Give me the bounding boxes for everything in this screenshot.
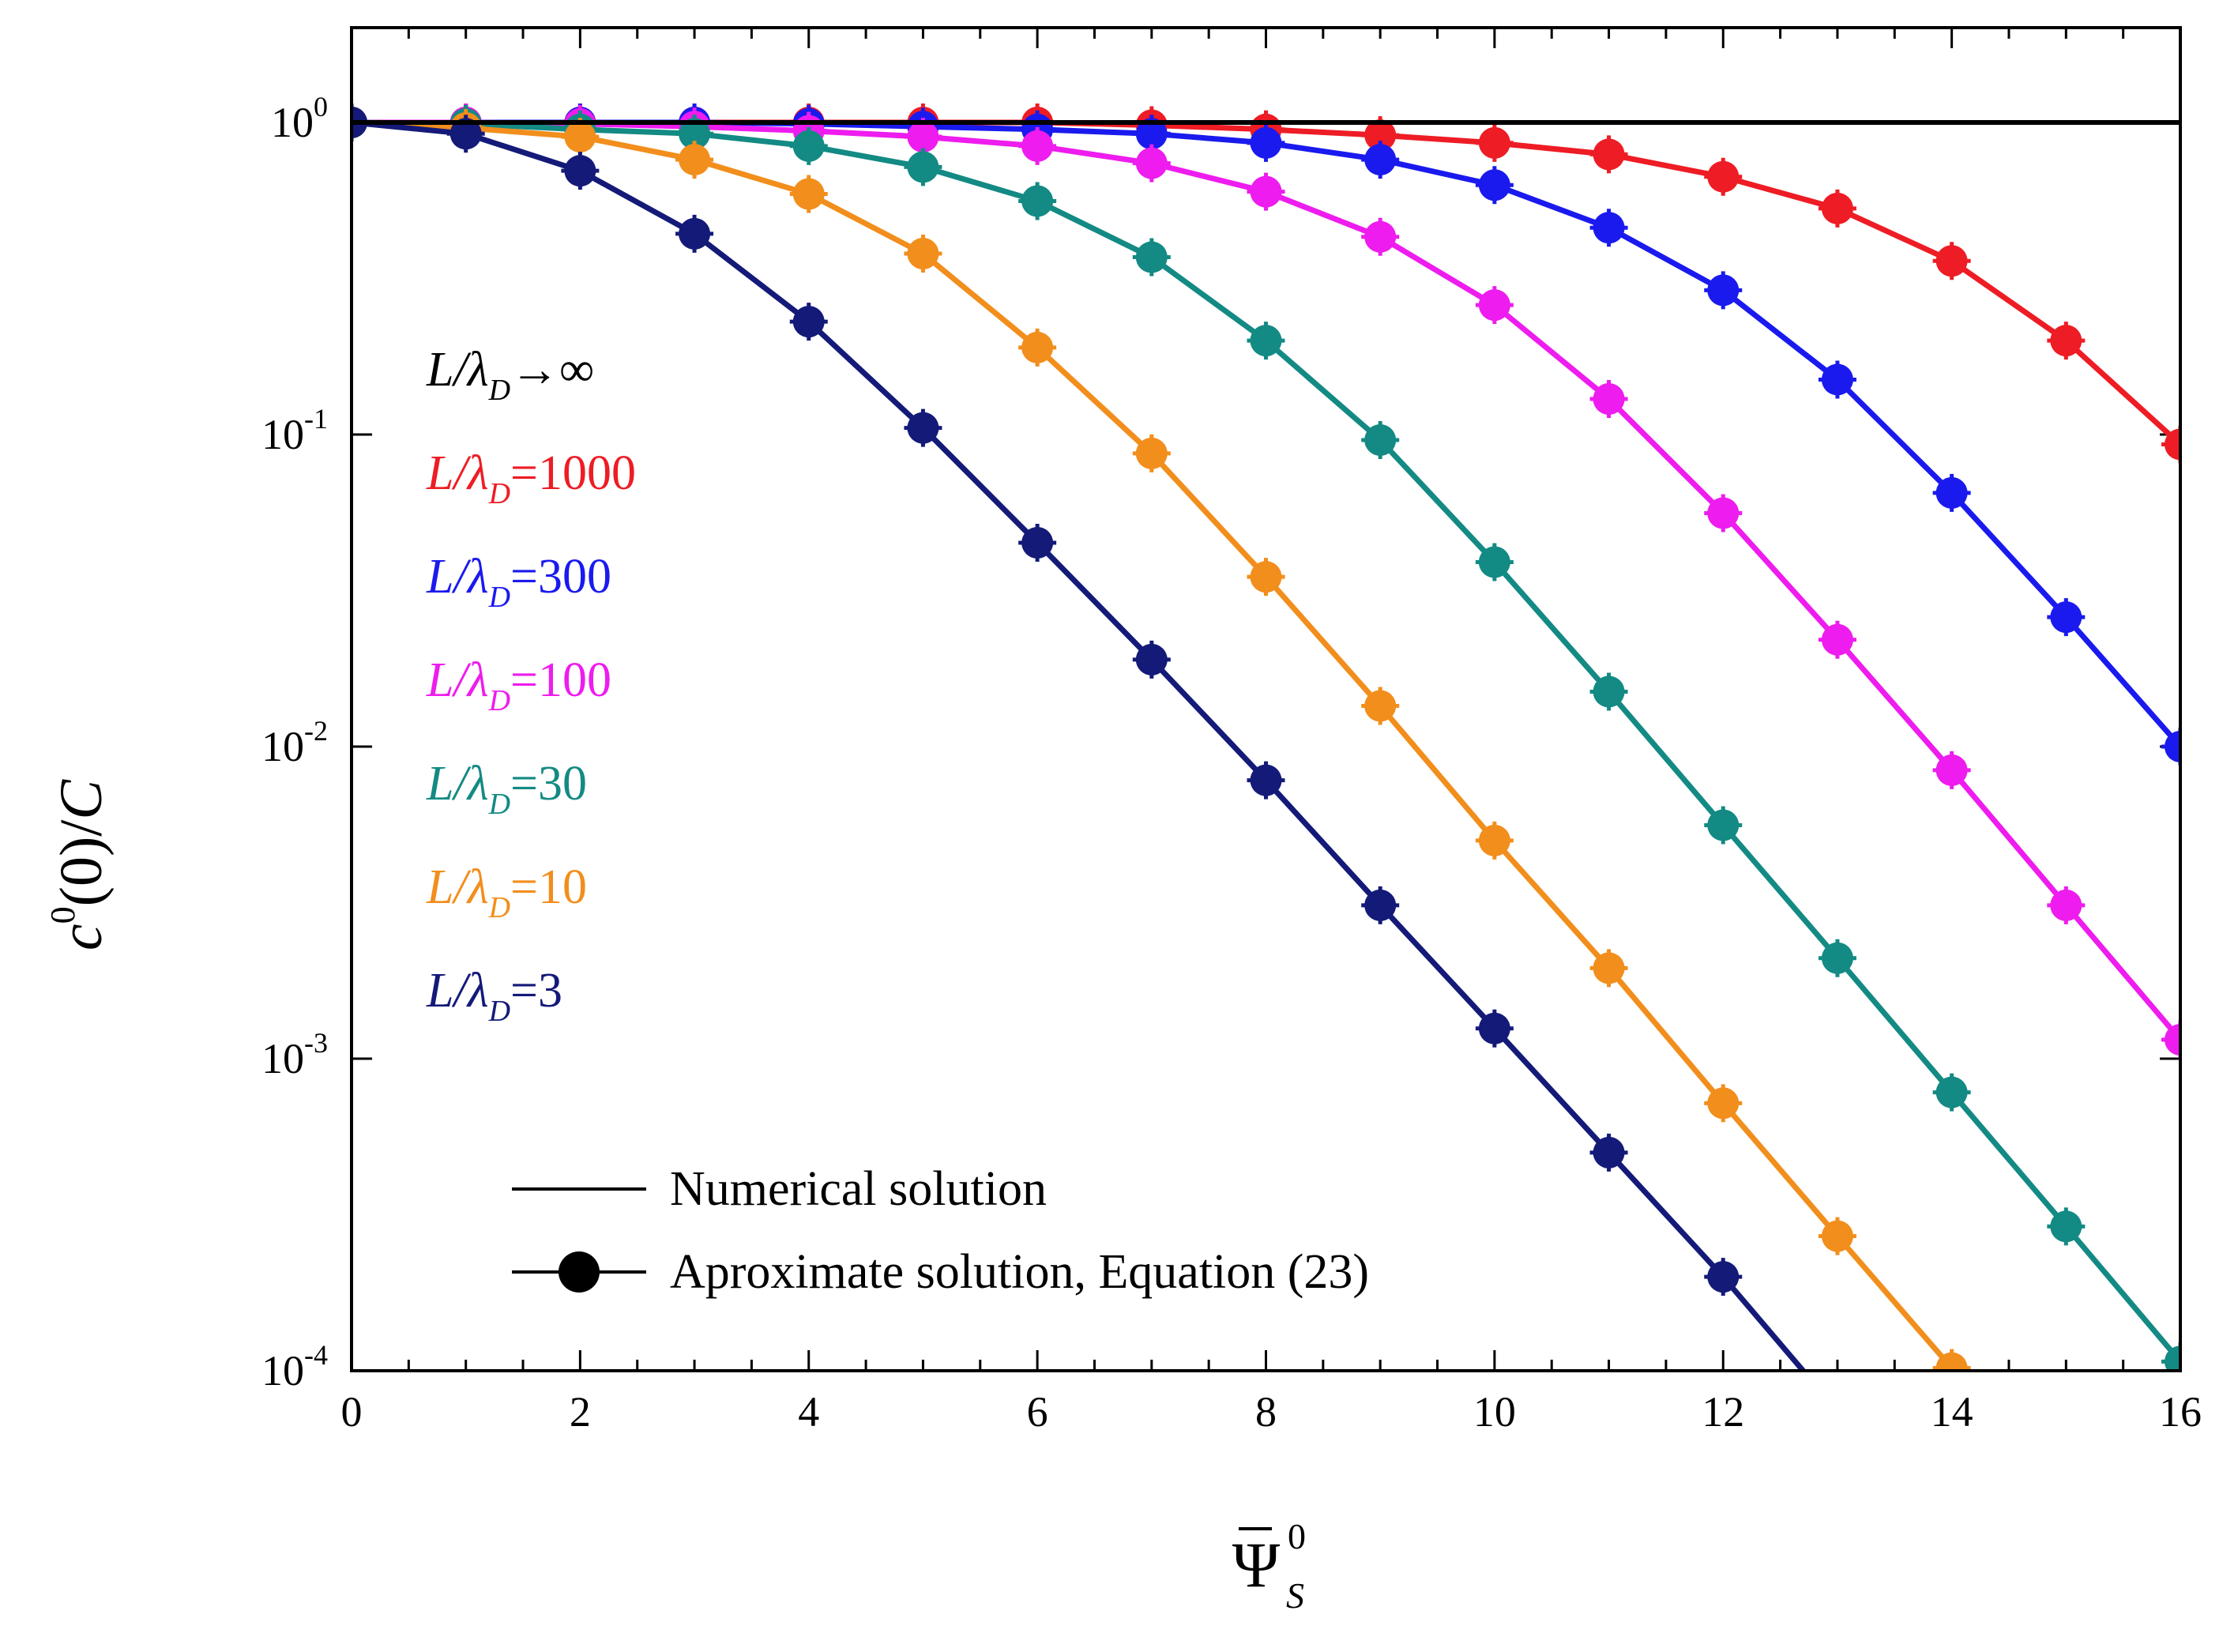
series-label: L/λD=30: [426, 757, 587, 821]
series-line: [352, 119, 2180, 447]
axis-ticks: [350, 28, 2182, 1372]
series-line: [352, 119, 2180, 1364]
data-point: [2165, 1345, 2180, 1371]
series-l-d-30: [352, 103, 2180, 1371]
y-tick-label: 10-1: [261, 403, 328, 458]
legend-approximate-label: Aproximate solution, Equation (23): [670, 1245, 1369, 1299]
series-label: L/λD=1000: [426, 446, 636, 510]
y-tick-label: 100: [271, 91, 328, 146]
y-tick-label: 10-4: [261, 1339, 328, 1394]
y-tick-label: 10-3: [261, 1027, 328, 1082]
legend-numerical-label: Numerical solution: [670, 1162, 1047, 1216]
series-label: L/λD=300: [426, 550, 611, 614]
series-label: L/λD=10: [426, 860, 587, 924]
series-l-d-3: [352, 103, 1806, 1371]
series-line: [352, 119, 1806, 1371]
x-tick-label: 16: [2159, 1388, 2202, 1436]
series-label: L/λD→∞: [426, 343, 594, 407]
series-labels: L/λD→∞ L/λD=1000 L/λD=300 L/λD=100 L/λD=30 L/…: [426, 343, 636, 1028]
series-label: L/λD=100: [426, 653, 611, 717]
legend-approximate-marker: [559, 1251, 600, 1293]
x-axis-label: Ψ 0 S: [1232, 1516, 1306, 1616]
series-line: [352, 119, 2180, 749]
x-tick-label: 6: [1027, 1388, 1048, 1436]
y-tick-label: 10-2: [261, 715, 328, 770]
series-line: [352, 119, 1954, 1370]
x-tick-label: 4: [798, 1388, 819, 1436]
svg-text:Ψ: Ψ: [1232, 1529, 1281, 1601]
x-tick-label: 10: [1473, 1388, 1516, 1436]
plot-frame: [350, 26, 2182, 1372]
series-group: [352, 103, 2180, 1371]
series-label: L/λD=3: [426, 964, 562, 1028]
x-tick-label: 0: [341, 1388, 363, 1436]
x-tick-label: 8: [1255, 1388, 1277, 1436]
x-tick-label: 12: [1702, 1388, 1744, 1436]
legend: Numerical solution Aproximate solution, …: [512, 1162, 1369, 1299]
x-tick-label: 2: [570, 1388, 591, 1436]
y-axis-label: c0(0)/C: [43, 779, 115, 950]
tick-labels: 0 2 4 6 8 10 12 14 16 100 10-1 10-2 10-3 10-4: [261, 91, 2202, 1436]
svg-text:0: 0: [1288, 1516, 1306, 1556]
x-tick-label: 14: [1931, 1388, 1973, 1436]
svg-text:S: S: [1286, 1575, 1304, 1616]
